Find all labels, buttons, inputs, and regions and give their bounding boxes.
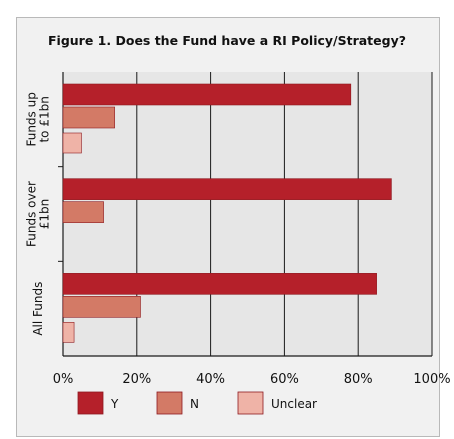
- legend-swatch: [237, 391, 264, 415]
- legend-swatch: [77, 391, 104, 415]
- legend-label: N: [190, 397, 199, 411]
- category-label-line: £1bn: [38, 199, 52, 230]
- category-label-line: Funds up: [25, 92, 39, 146]
- bar-y: [62, 83, 352, 106]
- legend-label: Y: [110, 397, 119, 411]
- bar-n: [62, 106, 115, 129]
- category-label: Funds over £1bn: [25, 181, 52, 247]
- legend-label: Unclear: [271, 397, 317, 411]
- x-tick-label: 40%: [196, 372, 225, 387]
- category-label: All Funds: [31, 282, 45, 336]
- category-label: Funds up to £1bn: [25, 92, 52, 146]
- category-label-line: Funds over: [25, 181, 39, 247]
- bar-unclear: [62, 132, 82, 154]
- bar-n: [62, 296, 141, 318]
- x-tick-label: 80%: [344, 372, 373, 387]
- bar-n: [62, 201, 104, 223]
- bar-y: [62, 273, 377, 295]
- x-tick-label: 20%: [122, 372, 151, 387]
- legend-swatch: [156, 391, 183, 415]
- bar-y: [62, 178, 392, 200]
- x-tick-label: 60%: [270, 372, 299, 387]
- category-label-line: All Funds: [31, 282, 45, 336]
- bar-unclear: [62, 322, 75, 343]
- chart-title: Figure 1. Does the Fund have a RI Policy…: [48, 33, 406, 48]
- x-tick-label: 100%: [413, 372, 450, 387]
- x-tick-label: 0%: [53, 372, 74, 387]
- category-label-line: to £1bn: [38, 96, 52, 142]
